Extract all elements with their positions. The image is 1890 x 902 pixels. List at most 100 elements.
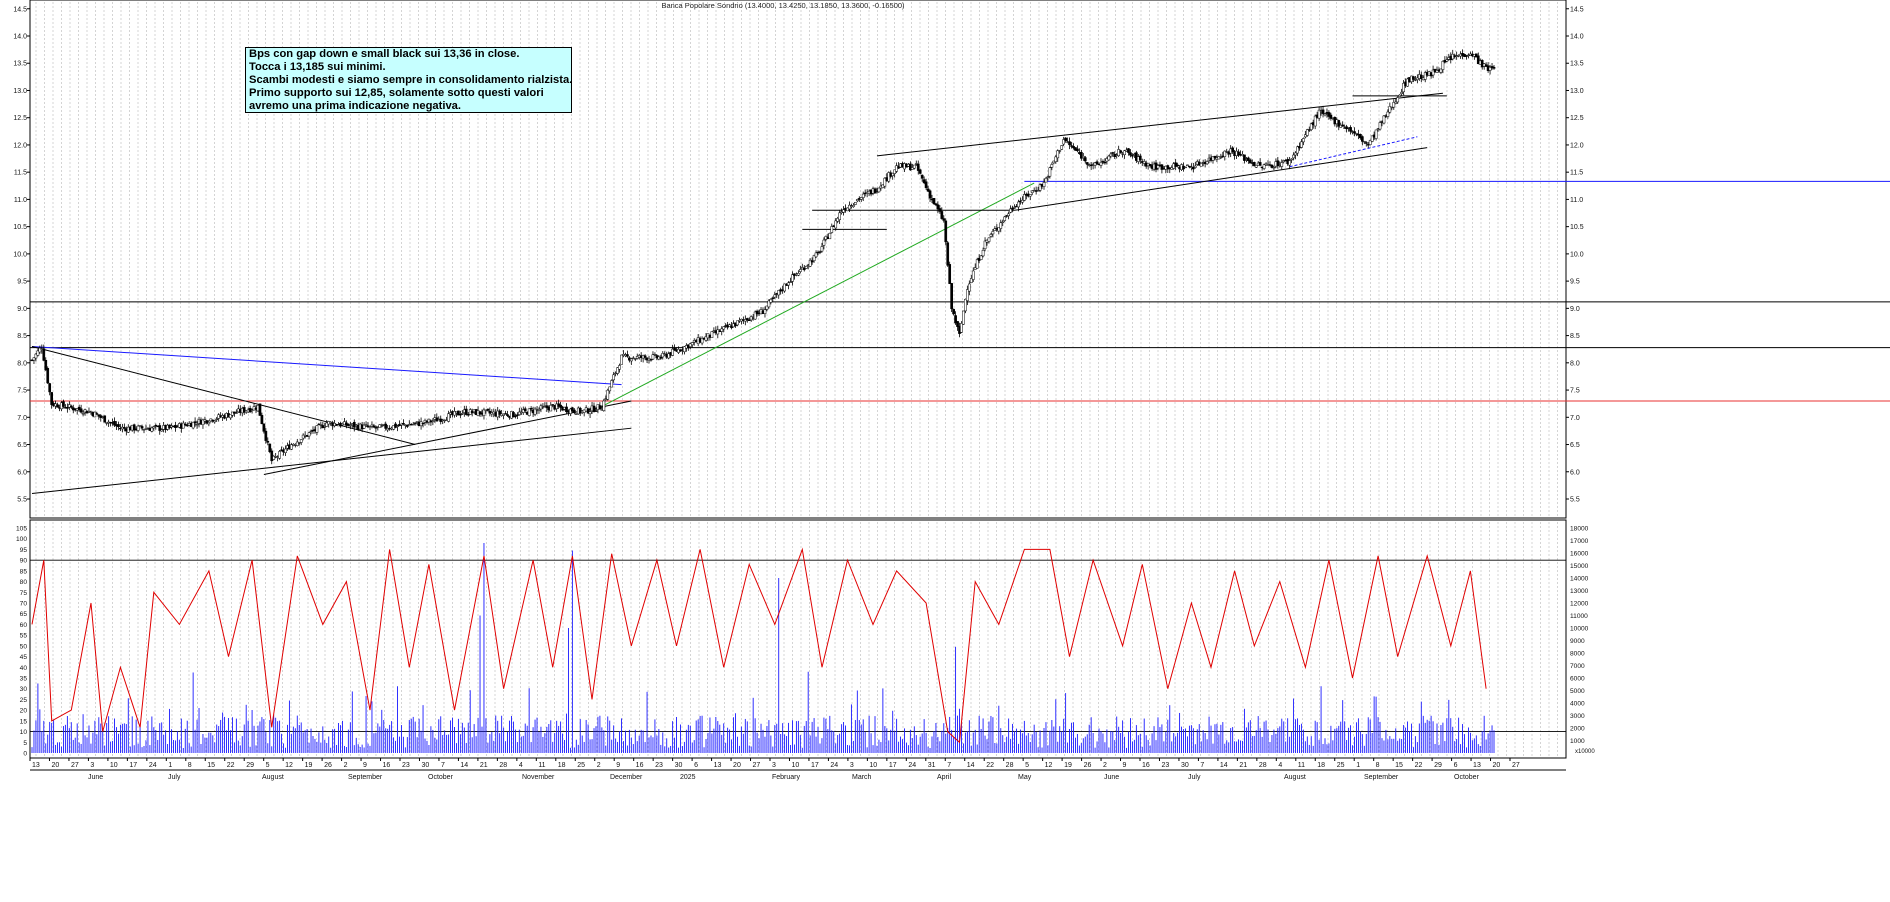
- candle-body: [1280, 162, 1284, 167]
- candle-body: [909, 163, 912, 171]
- candle-body: [854, 202, 857, 205]
- volume-tick-label: 4000: [1570, 701, 1585, 708]
- x-day-label: 4: [1278, 762, 1282, 769]
- candle-body: [983, 240, 987, 250]
- candle-body: [938, 208, 942, 212]
- candle-body: [989, 234, 993, 237]
- candle-body: [773, 294, 777, 298]
- candle-body: [765, 305, 769, 310]
- candle-body: [944, 220, 948, 243]
- candle-body: [1223, 150, 1227, 157]
- candle-body: [852, 205, 855, 208]
- candle-body: [877, 187, 881, 193]
- x-day-label: 10: [869, 762, 877, 769]
- candle-body: [1072, 145, 1075, 149]
- candle-body: [1476, 55, 1480, 64]
- candle-body: [1142, 161, 1146, 164]
- candle-body: [1021, 199, 1024, 203]
- candle-body: [1388, 106, 1392, 113]
- candle-body: [606, 389, 610, 400]
- candle-body: [46, 368, 50, 384]
- x-day-label: 20: [733, 762, 741, 769]
- candle-body: [195, 424, 199, 426]
- y-tick-label: 12.0: [1570, 142, 1584, 149]
- y-tick-label: 14.5: [1570, 6, 1584, 13]
- candle-body: [1013, 207, 1016, 209]
- candle-body: [158, 425, 162, 431]
- candle-body: [651, 354, 655, 360]
- candle-body: [683, 346, 686, 353]
- y-tick-label: 9.5: [17, 279, 27, 286]
- candle-body: [993, 228, 997, 231]
- candle-body: [1191, 167, 1195, 170]
- x-month-label: 2025: [680, 774, 696, 781]
- candle-body: [413, 422, 417, 424]
- candle-body: [1042, 182, 1046, 187]
- y-tick-label: 12.5: [1570, 115, 1584, 122]
- candle-body: [573, 409, 576, 413]
- candle-body: [132, 424, 136, 431]
- candle-body: [464, 408, 468, 415]
- candle-body: [926, 188, 930, 192]
- candle-body: [183, 423, 187, 426]
- candle-body: [1062, 139, 1066, 145]
- volume-tick-label: 16000: [1570, 551, 1589, 558]
- candle-body: [1474, 53, 1478, 58]
- x-day-label: 9: [616, 762, 620, 769]
- candle-body: [1362, 140, 1366, 143]
- x-month-label: March: [852, 774, 872, 781]
- candle-body: [229, 414, 232, 419]
- candle-body: [347, 423, 350, 426]
- candle-body: [1288, 160, 1291, 166]
- candle-body: [936, 204, 940, 210]
- candle-body: [268, 443, 272, 453]
- candle-body: [1205, 161, 1209, 165]
- x-day-label: 17: [129, 762, 137, 769]
- candle-body: [893, 169, 897, 174]
- candle-body: [421, 422, 425, 425]
- candle-body: [1009, 208, 1012, 213]
- candle-body: [152, 426, 156, 429]
- candle-body: [99, 415, 103, 418]
- candle-body: [679, 350, 682, 352]
- x-day-label: 15: [207, 762, 215, 769]
- y-tick-label: 6.0: [1570, 469, 1580, 476]
- candle-body: [1262, 164, 1266, 169]
- y-tick-label: 8.5: [1570, 333, 1580, 340]
- candle-body: [1248, 159, 1252, 164]
- candle-body: [571, 407, 574, 412]
- candle-body: [1258, 162, 1262, 166]
- candle-body: [235, 412, 238, 414]
- volume-tick-label: 6000: [1570, 676, 1585, 683]
- candle-body: [1176, 164, 1179, 167]
- x-month-label: September: [348, 774, 383, 781]
- x-day-label: 20: [1493, 762, 1501, 769]
- x-day-label: 12: [285, 762, 293, 769]
- candle-body: [1394, 101, 1398, 104]
- volume-tick-label: 5000: [1570, 688, 1585, 695]
- candle-body: [861, 193, 865, 198]
- x-day-label: 22: [227, 762, 235, 769]
- x-month-label: October: [1454, 774, 1480, 781]
- candle-body: [160, 429, 164, 432]
- x-day-label: 28: [1006, 762, 1014, 769]
- volume-tick-label: 10000: [1570, 626, 1589, 633]
- candle-body: [1302, 138, 1305, 143]
- osc-tick-label: 60: [20, 622, 28, 629]
- candle-body: [820, 246, 824, 252]
- x-day-label: 21: [1239, 762, 1247, 769]
- candle-body: [1441, 61, 1445, 70]
- candle-body: [384, 423, 388, 429]
- x-day-label: 8: [188, 762, 192, 769]
- x-day-label: 24: [908, 762, 916, 769]
- y-tick-label: 8.0: [1570, 360, 1580, 367]
- candle-body: [301, 434, 305, 439]
- x-day-label: 25: [1337, 762, 1345, 769]
- candle-body: [1048, 167, 1052, 177]
- trend-line: [876, 92, 1443, 157]
- y-tick-label: 10.5: [13, 224, 27, 231]
- candle-body: [653, 353, 657, 356]
- candle-body: [1305, 129, 1309, 136]
- candle-body: [1166, 165, 1170, 170]
- y-tick-label: 12.0: [13, 142, 27, 149]
